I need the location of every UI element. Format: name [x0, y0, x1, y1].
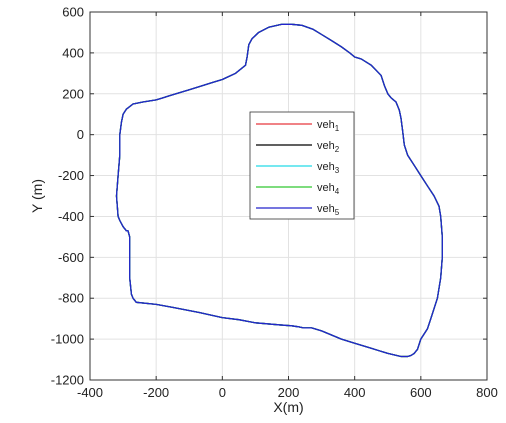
x-tick-label: 0 [219, 385, 226, 400]
y-tick-label: 400 [62, 45, 84, 60]
legend-label: veh3 [317, 161, 340, 175]
legend-subscript: 3 [335, 166, 340, 175]
series-line-veh5 [115, 23, 443, 358]
y-tick-label: -1200 [51, 373, 84, 388]
legend-label: veh5 [317, 203, 340, 217]
y-axis-label: Y (m) [29, 179, 45, 213]
y-tick-label: -1000 [51, 332, 84, 347]
legend-label: veh1 [317, 119, 340, 133]
x-tick-label: 600 [410, 385, 432, 400]
y-tick-label: -800 [58, 291, 84, 306]
legend: veh1 veh2 veh3 veh4 veh5 [249, 111, 355, 220]
legend-subscript: 4 [335, 187, 340, 196]
legend-subscript: 1 [335, 124, 340, 133]
y-tick-label: -400 [58, 209, 84, 224]
x-tick-label: 200 [278, 385, 300, 400]
legend-label: veh2 [317, 140, 340, 154]
series-lines [115, 23, 443, 358]
ticks: -400 -200 0 200 400 600 800 -1200 -1000 -800 -600 -… [51, 5, 498, 401]
x-tick-label: 800 [476, 385, 498, 400]
y-tick-label: 0 [77, 127, 84, 142]
y-tick-label: 600 [62, 5, 84, 20]
legend-subscript: 5 [335, 208, 340, 217]
y-tick-label: 200 [62, 86, 84, 101]
legend-label: veh4 [317, 182, 340, 196]
legend-subscript: 2 [335, 145, 340, 154]
y-tick-label: -200 [58, 168, 84, 183]
x-tick-label: -200 [143, 385, 169, 400]
x-axis-label: X(m) [273, 399, 303, 415]
y-tick-label: -600 [58, 250, 84, 265]
x-tick-label: 400 [344, 385, 366, 400]
x-tick-label: -400 [77, 385, 103, 400]
